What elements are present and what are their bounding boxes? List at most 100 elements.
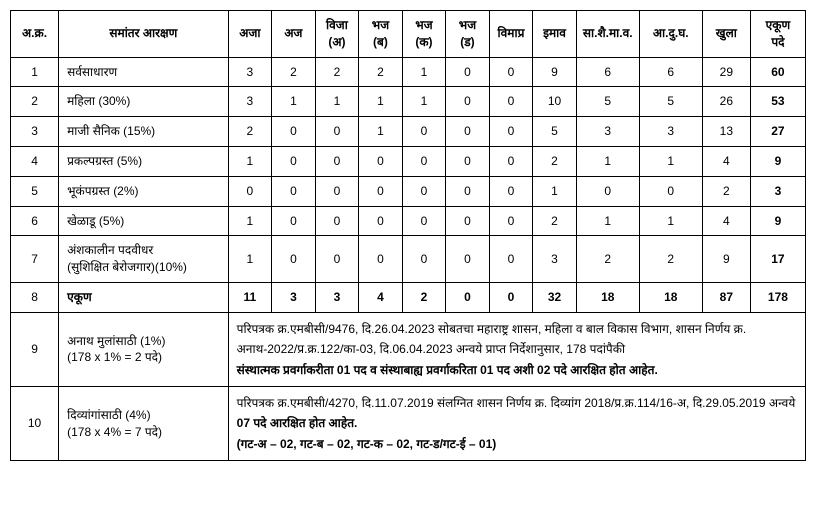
cell-note: परिपत्रक क्र.एमबीसी/9476, दि.26.04.2023 … bbox=[228, 312, 805, 386]
cell-val: 1 bbox=[359, 87, 403, 117]
cell-idx: 3 bbox=[11, 117, 59, 147]
cell-val: 2 bbox=[639, 236, 702, 283]
cell-total: 53 bbox=[750, 87, 805, 117]
cell-val: 0 bbox=[489, 117, 533, 147]
cell-val: 2 bbox=[272, 57, 316, 87]
cell-val: 5 bbox=[533, 117, 577, 147]
cell-val: 18 bbox=[639, 282, 702, 312]
cell-val: 1 bbox=[402, 87, 446, 117]
cell-val: 0 bbox=[489, 87, 533, 117]
cell-idx: 2 bbox=[11, 87, 59, 117]
cell-val: 2 bbox=[533, 206, 577, 236]
cell-idx: 4 bbox=[11, 146, 59, 176]
cell-val: 0 bbox=[639, 176, 702, 206]
cell-val: 4 bbox=[702, 206, 750, 236]
cell-label: दिव्यांगांसाठी (4%)(178 x 4% = 7 पदे) bbox=[59, 386, 229, 460]
cell-val: 3 bbox=[533, 236, 577, 283]
note-row: 10दिव्यांगांसाठी (4%)(178 x 4% = 7 पदे)प… bbox=[11, 386, 806, 460]
cell-label: प्रकल्पग्रस्त (5%) bbox=[59, 146, 229, 176]
cell-val: 0 bbox=[446, 236, 490, 283]
cell-val: 0 bbox=[272, 146, 316, 176]
cell-val: 0 bbox=[402, 236, 446, 283]
cell-val: 0 bbox=[576, 176, 639, 206]
header-row: अ.क्र. समांतर आरक्षण अजा अज विजा(अ) भज(ब… bbox=[11, 11, 806, 58]
note-row: 9अनाथ मुलांसाठी (1%)(178 x 1% = 2 पदे)पर… bbox=[11, 312, 806, 386]
table-row: 3माजी सैनिक (15%)20010005331327 bbox=[11, 117, 806, 147]
cell-val: 1 bbox=[359, 117, 403, 147]
cell-val: 0 bbox=[446, 117, 490, 147]
cell-val: 0 bbox=[489, 236, 533, 283]
cell-val: 1 bbox=[576, 146, 639, 176]
cell-idx: 5 bbox=[11, 176, 59, 206]
hdr-idx: अ.क्र. bbox=[11, 11, 59, 58]
cell-val: 0 bbox=[272, 117, 316, 147]
cell-total: 27 bbox=[750, 117, 805, 147]
table-row: 6खेळाडू (5%)100000021149 bbox=[11, 206, 806, 236]
cell-val: 0 bbox=[489, 57, 533, 87]
cell-val: 0 bbox=[315, 176, 359, 206]
cell-val: 0 bbox=[402, 206, 446, 236]
cell-idx: 8 bbox=[11, 282, 59, 312]
cell-val: 3 bbox=[272, 282, 316, 312]
cell-val: 3 bbox=[576, 117, 639, 147]
cell-val: 1 bbox=[639, 206, 702, 236]
cell-val: 87 bbox=[702, 282, 750, 312]
cell-total: 9 bbox=[750, 206, 805, 236]
cell-val: 0 bbox=[272, 176, 316, 206]
table-row: 1सर्वसाधारण32221009662960 bbox=[11, 57, 806, 87]
cell-val: 29 bbox=[702, 57, 750, 87]
cell-val: 0 bbox=[272, 206, 316, 236]
hdr-khula: खुला bbox=[702, 11, 750, 58]
cell-val: 3 bbox=[639, 117, 702, 147]
cell-idx: 7 bbox=[11, 236, 59, 283]
cell-total: 9 bbox=[750, 146, 805, 176]
hdr-imav: इमाव bbox=[533, 11, 577, 58]
cell-val: 0 bbox=[228, 176, 272, 206]
cell-val: 1 bbox=[272, 87, 316, 117]
cell-label: खेळाडू (5%) bbox=[59, 206, 229, 236]
cell-val: 0 bbox=[489, 282, 533, 312]
hdr-vija: विजा(अ) bbox=[315, 11, 359, 58]
cell-val: 1 bbox=[533, 176, 577, 206]
cell-label: अनाथ मुलांसाठी (1%)(178 x 1% = 2 पदे) bbox=[59, 312, 229, 386]
total-row: 8एकूण1133420032181887178 bbox=[11, 282, 806, 312]
cell-val: 0 bbox=[446, 176, 490, 206]
cell-label: माजी सैनिक (15%) bbox=[59, 117, 229, 147]
cell-val: 0 bbox=[446, 57, 490, 87]
cell-val: 2 bbox=[402, 282, 446, 312]
cell-val: 2 bbox=[576, 236, 639, 283]
cell-val: 6 bbox=[576, 57, 639, 87]
cell-val: 0 bbox=[489, 176, 533, 206]
cell-val: 10 bbox=[533, 87, 577, 117]
table-row: 4प्रकल्पग्रस्त (5%)100000021149 bbox=[11, 146, 806, 176]
cell-label: अंशकालीन पदवीधर(सुशिक्षित बेरोजगार)(10%) bbox=[59, 236, 229, 283]
cell-total: 17 bbox=[750, 236, 805, 283]
cell-idx: 9 bbox=[11, 312, 59, 386]
cell-val: 2 bbox=[702, 176, 750, 206]
cell-total: 60 bbox=[750, 57, 805, 87]
cell-label: महिला (30%) bbox=[59, 87, 229, 117]
cell-val: 13 bbox=[702, 117, 750, 147]
cell-val: 3 bbox=[228, 87, 272, 117]
cell-val: 1 bbox=[639, 146, 702, 176]
cell-val: 0 bbox=[315, 206, 359, 236]
cell-val: 32 bbox=[533, 282, 577, 312]
cell-label: सर्वसाधारण bbox=[59, 57, 229, 87]
table-row: 2महिला (30%)311110010552653 bbox=[11, 87, 806, 117]
cell-val: 0 bbox=[359, 146, 403, 176]
table-row: 7अंशकालीन पदवीधर(सुशिक्षित बेरोजगार)(10%… bbox=[11, 236, 806, 283]
hdr-vimapr: विमाप्र bbox=[489, 11, 533, 58]
cell-val: 9 bbox=[533, 57, 577, 87]
hdr-label: समांतर आरक्षण bbox=[59, 11, 229, 58]
cell-val: 1 bbox=[576, 206, 639, 236]
cell-val: 2 bbox=[228, 117, 272, 147]
cell-val: 1 bbox=[402, 57, 446, 87]
cell-total: 178 bbox=[750, 282, 805, 312]
cell-val: 0 bbox=[359, 176, 403, 206]
cell-val: 0 bbox=[446, 206, 490, 236]
reservation-table: अ.क्र. समांतर आरक्षण अजा अज विजा(अ) भज(ब… bbox=[10, 10, 806, 461]
hdr-aja: अजा bbox=[228, 11, 272, 58]
cell-val: 2 bbox=[359, 57, 403, 87]
cell-label: एकूण bbox=[59, 282, 229, 312]
cell-val: 2 bbox=[315, 57, 359, 87]
